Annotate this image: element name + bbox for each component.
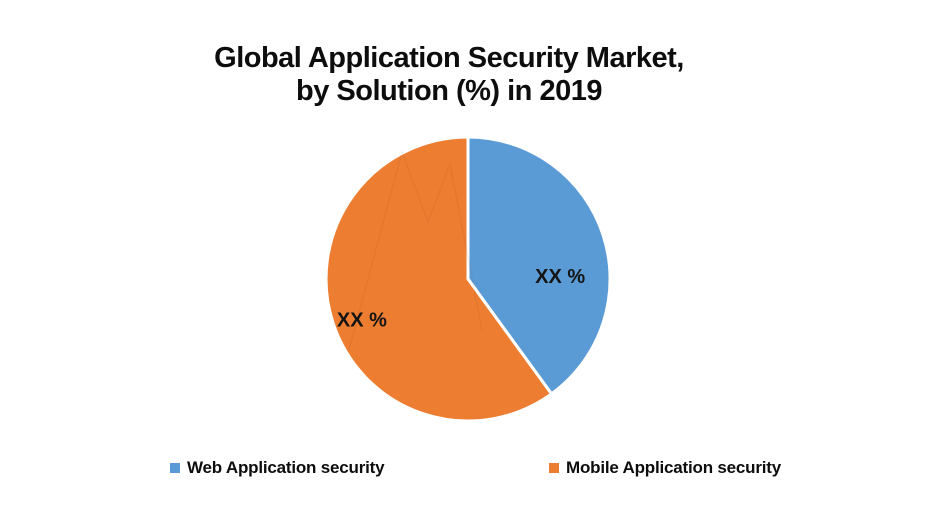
legend-label-mobile: Mobile Application security	[566, 458, 782, 477]
legend-item-mobile-application-security: Mobile Application security	[549, 458, 781, 478]
pie-slice-web-application-security	[466, 135, 612, 396]
chart-title-line2: by Solution (%) in 2019	[296, 75, 602, 107]
slice-label-web-application-security: XX %	[535, 266, 585, 288]
slice-label-mobile-application-security: XX %	[337, 310, 387, 332]
chart-title-line1: Global Application Security Market,	[214, 42, 684, 74]
legend-item-web-application-security: Web Application security	[170, 458, 385, 478]
watermark-m	[348, 149, 483, 351]
pie-slice-mobile-application-security	[324, 135, 553, 423]
chart-title: Global Application Security Market, by S…	[0, 42, 898, 108]
legend-label-web: Web Application security	[187, 458, 385, 477]
legend-swatch-mobile-icon	[549, 463, 559, 473]
legend-swatch-web-icon	[170, 463, 180, 473]
